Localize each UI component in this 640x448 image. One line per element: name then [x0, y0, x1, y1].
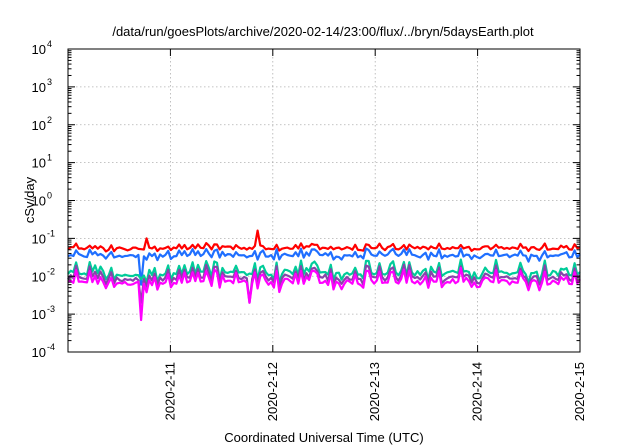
y-tick-label: 10 — [32, 307, 46, 322]
y-tick-label-exponent: -1 — [47, 228, 55, 238]
y-tick-label-exponent: 3 — [47, 77, 52, 87]
series-line-2 — [67, 247, 581, 286]
y-tick-label-exponent: 0 — [47, 191, 52, 201]
x-tick-label: 2020-2-14 — [470, 362, 485, 421]
y-tick-label: 10 — [32, 269, 46, 284]
y-tick-label-exponent: -3 — [47, 304, 55, 314]
series-line-3 — [67, 258, 581, 285]
x-tick-label: 2020-2-11 — [162, 362, 177, 420]
x-tick-label: 2020-2-15 — [572, 362, 587, 421]
y-tick-label-exponent: 1 — [47, 153, 52, 163]
y-tick-label: 10 — [32, 194, 46, 209]
y-tick-label-exponent: 2 — [47, 115, 52, 125]
chart-title: /data/run/goesPlots/archive/2020-02-14/2… — [112, 24, 534, 39]
x-tick-label: 2020-2-13 — [367, 362, 382, 421]
y-tick-label-exponent: -4 — [47, 342, 55, 352]
y-tick-label-exponent: 4 — [47, 39, 52, 49]
y-tick-label: 10 — [32, 42, 46, 57]
y-tick-label: 10 — [32, 156, 46, 171]
x-tick-label: 2020-2-12 — [265, 362, 280, 421]
series-group — [67, 229, 581, 322]
x-tick-labels: 2020-2-11 2020-2-12 2020-2-13 2020-2-14 2020… — [162, 362, 587, 421]
y-tick-label: 10 — [32, 231, 46, 246]
x-axis-label: Coordinated Universal Time (UTC) — [224, 430, 423, 445]
y-tick-label-exponent: -2 — [47, 266, 55, 276]
axis-ticks — [68, 48, 581, 353]
y-tick-label: 10 — [32, 80, 46, 95]
y-tick-label: 10 — [32, 118, 46, 133]
y-axis-label: cSv/day — [22, 176, 37, 223]
series-line-5 — [67, 266, 581, 322]
y-tick-label: 10 — [32, 345, 46, 360]
series-line-1 — [67, 229, 581, 253]
